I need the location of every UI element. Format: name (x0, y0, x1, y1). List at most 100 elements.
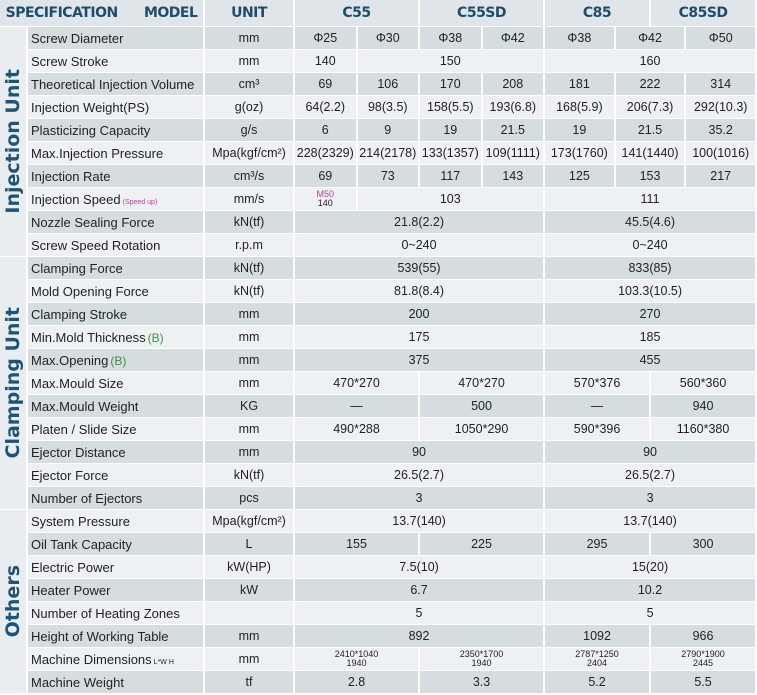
spec-label: SPECIFICATION (5, 5, 119, 21)
unit: kN(tf) (205, 280, 296, 303)
spec-name: System Pressure (28, 510, 206, 533)
spec-name: Max.Injection Pressure (28, 142, 206, 165)
unit (205, 602, 296, 625)
spec-name: Machine Dimensions L*W H (28, 648, 206, 671)
spec-label: Mold Opening Force (31, 283, 149, 299)
spec-value: 292(10.3) (686, 96, 757, 119)
spec-value: 181 (545, 73, 616, 96)
unit: Mpa(kgf/cm²) (205, 142, 296, 165)
spec-row: Injection Rate cm³/s 69 73 117 143 125 153 217 (0, 165, 757, 188)
model-header: C85 (545, 0, 652, 27)
spec-value: 69 (295, 165, 358, 188)
spec-value: 26.5(2.7) (295, 464, 546, 487)
spec-row: Others System Pressure Mpa(kgf/cm²) 13.7(14… (0, 510, 757, 694)
spec-label: Platen / Slide Size (31, 421, 137, 437)
spec-name: Platen / Slide Size (28, 418, 206, 441)
spec-value: 103 (357, 188, 546, 211)
spec-value: 6 (295, 119, 358, 142)
spec-value: 206(7.3) (615, 96, 687, 119)
spec-row: Ejector Force kN(tf) 26.5(2.7) 26.5(2.7) (0, 464, 757, 487)
spec-value: Φ25 (295, 27, 358, 50)
spec-label: Plasticizing Capacity (31, 122, 151, 138)
unit: mm (205, 418, 296, 441)
unit: L (205, 533, 296, 556)
spec-value: 168(5.9) (545, 96, 616, 119)
spec-name: Nozzle Sealing Force (28, 211, 206, 234)
spec-value: 3 (545, 487, 757, 510)
value-line: 2410*1040 (334, 649, 379, 659)
spec-value: 3 (295, 487, 546, 510)
spec-value: — (295, 395, 421, 418)
spec-row: Plasticizing Capacity g/s 6 9 19 21.5 19 21.5 35… (0, 119, 757, 142)
spec-value: 2787*1250 2404 (545, 648, 652, 671)
spec-label: Electric Power (31, 559, 115, 575)
spec-label: Clamping Stroke (31, 306, 128, 322)
unit: Mpa(kgf/cm²) (205, 510, 296, 533)
unit: g(oz) (205, 96, 296, 119)
spec-note: (Speed up) (122, 198, 158, 206)
spec-value: 13.7(140) (295, 510, 546, 533)
spec-value: 590*396 (545, 418, 652, 441)
spec-header: SPECIFICATION MODEL (0, 0, 206, 27)
spec-label: Screw Diameter (31, 30, 124, 46)
spec-value: 170 (420, 73, 483, 96)
unit: mm (205, 303, 296, 326)
section-title: Others (2, 565, 24, 638)
spec-value: 21.5 (482, 119, 546, 142)
spec-row: Screw Stroke mm 140 150 160 (0, 50, 757, 73)
spec-value: 539(55) (295, 257, 546, 280)
spec-value: 21.8(2.2) (295, 211, 546, 234)
spec-value: 141(1440) (615, 142, 687, 165)
spec-label: Max.Injection Pressure (31, 145, 164, 161)
spec-name: Injection Weight(PS) (28, 96, 206, 119)
spec-value: 150 (357, 50, 546, 73)
spec-note: (B) (110, 353, 127, 368)
spec-name: Oil Tank Capacity (28, 533, 206, 556)
spec-row: Platen / Slide Size mm 490*288 1050*290 590*… (0, 418, 757, 441)
spec-name: Height of Working Table (28, 625, 206, 648)
unit: kN(tf) (205, 211, 296, 234)
spec-value: 1050*290 (420, 418, 546, 441)
spec-value: 940 (651, 395, 757, 418)
spec-value: 103.3(10.5) (545, 280, 757, 303)
value-line: 140 (317, 198, 333, 208)
spec-row: Height of Working Table mm 892 1092 966 (0, 625, 757, 648)
spec-label: Clamping Force (31, 260, 123, 276)
unit: tf (205, 671, 296, 694)
spec-value: 3.3 (420, 671, 546, 694)
spec-value: 6.7 (295, 579, 546, 602)
spec-name: Electric Power (28, 556, 206, 579)
spec-row: Max.Mould Weight KG —500—940 (0, 395, 757, 418)
spec-value: 133(1357) (420, 142, 483, 165)
spec-name: Screw Speed Rotation (28, 234, 206, 257)
spec-value: 208 (482, 73, 546, 96)
spec-label: Oil Tank Capacity (31, 536, 132, 552)
value-line: 2404 (587, 658, 608, 668)
unit: kW (205, 579, 296, 602)
spec-label: Screw Speed Rotation (31, 237, 161, 253)
spec-value: 966 (651, 625, 757, 648)
spec-value: 470*270 (295, 372, 421, 395)
spec-value: 19 (545, 119, 616, 142)
spec-name: Screw Stroke (28, 50, 206, 73)
unit-header: UNIT (205, 0, 296, 27)
spec-value: 833(85) (545, 257, 757, 280)
spec-value: 455 (545, 349, 757, 372)
spec-value: 117 (420, 165, 483, 188)
spec-value: 160 (545, 50, 757, 73)
spec-row: Mold Opening Force kN(tf) 81.8(8.4) 103.3(1… (0, 280, 757, 303)
spec-label: Machine Weight (31, 674, 124, 690)
spec-value: 2410*1040 1940 (295, 648, 421, 671)
header-row: SPECIFICATION MODEL UNIT C55 C55SD C85 C85S… (0, 0, 757, 27)
spec-value: 892 (295, 625, 546, 648)
spec-value: 143 (482, 165, 546, 188)
spec-value: 45.5(4.6) (545, 211, 757, 234)
spec-label: Screw Stroke (31, 53, 109, 69)
spec-value: 214(2178) (357, 142, 421, 165)
spec-value: 1092 (545, 625, 652, 648)
spec-label: Theoretical Injection Volume (31, 76, 195, 92)
spec-label: Ejector Force (31, 467, 109, 483)
spec-value: Φ42 (615, 27, 687, 50)
unit: mm (205, 648, 296, 671)
value-line: 1940 (346, 658, 367, 668)
